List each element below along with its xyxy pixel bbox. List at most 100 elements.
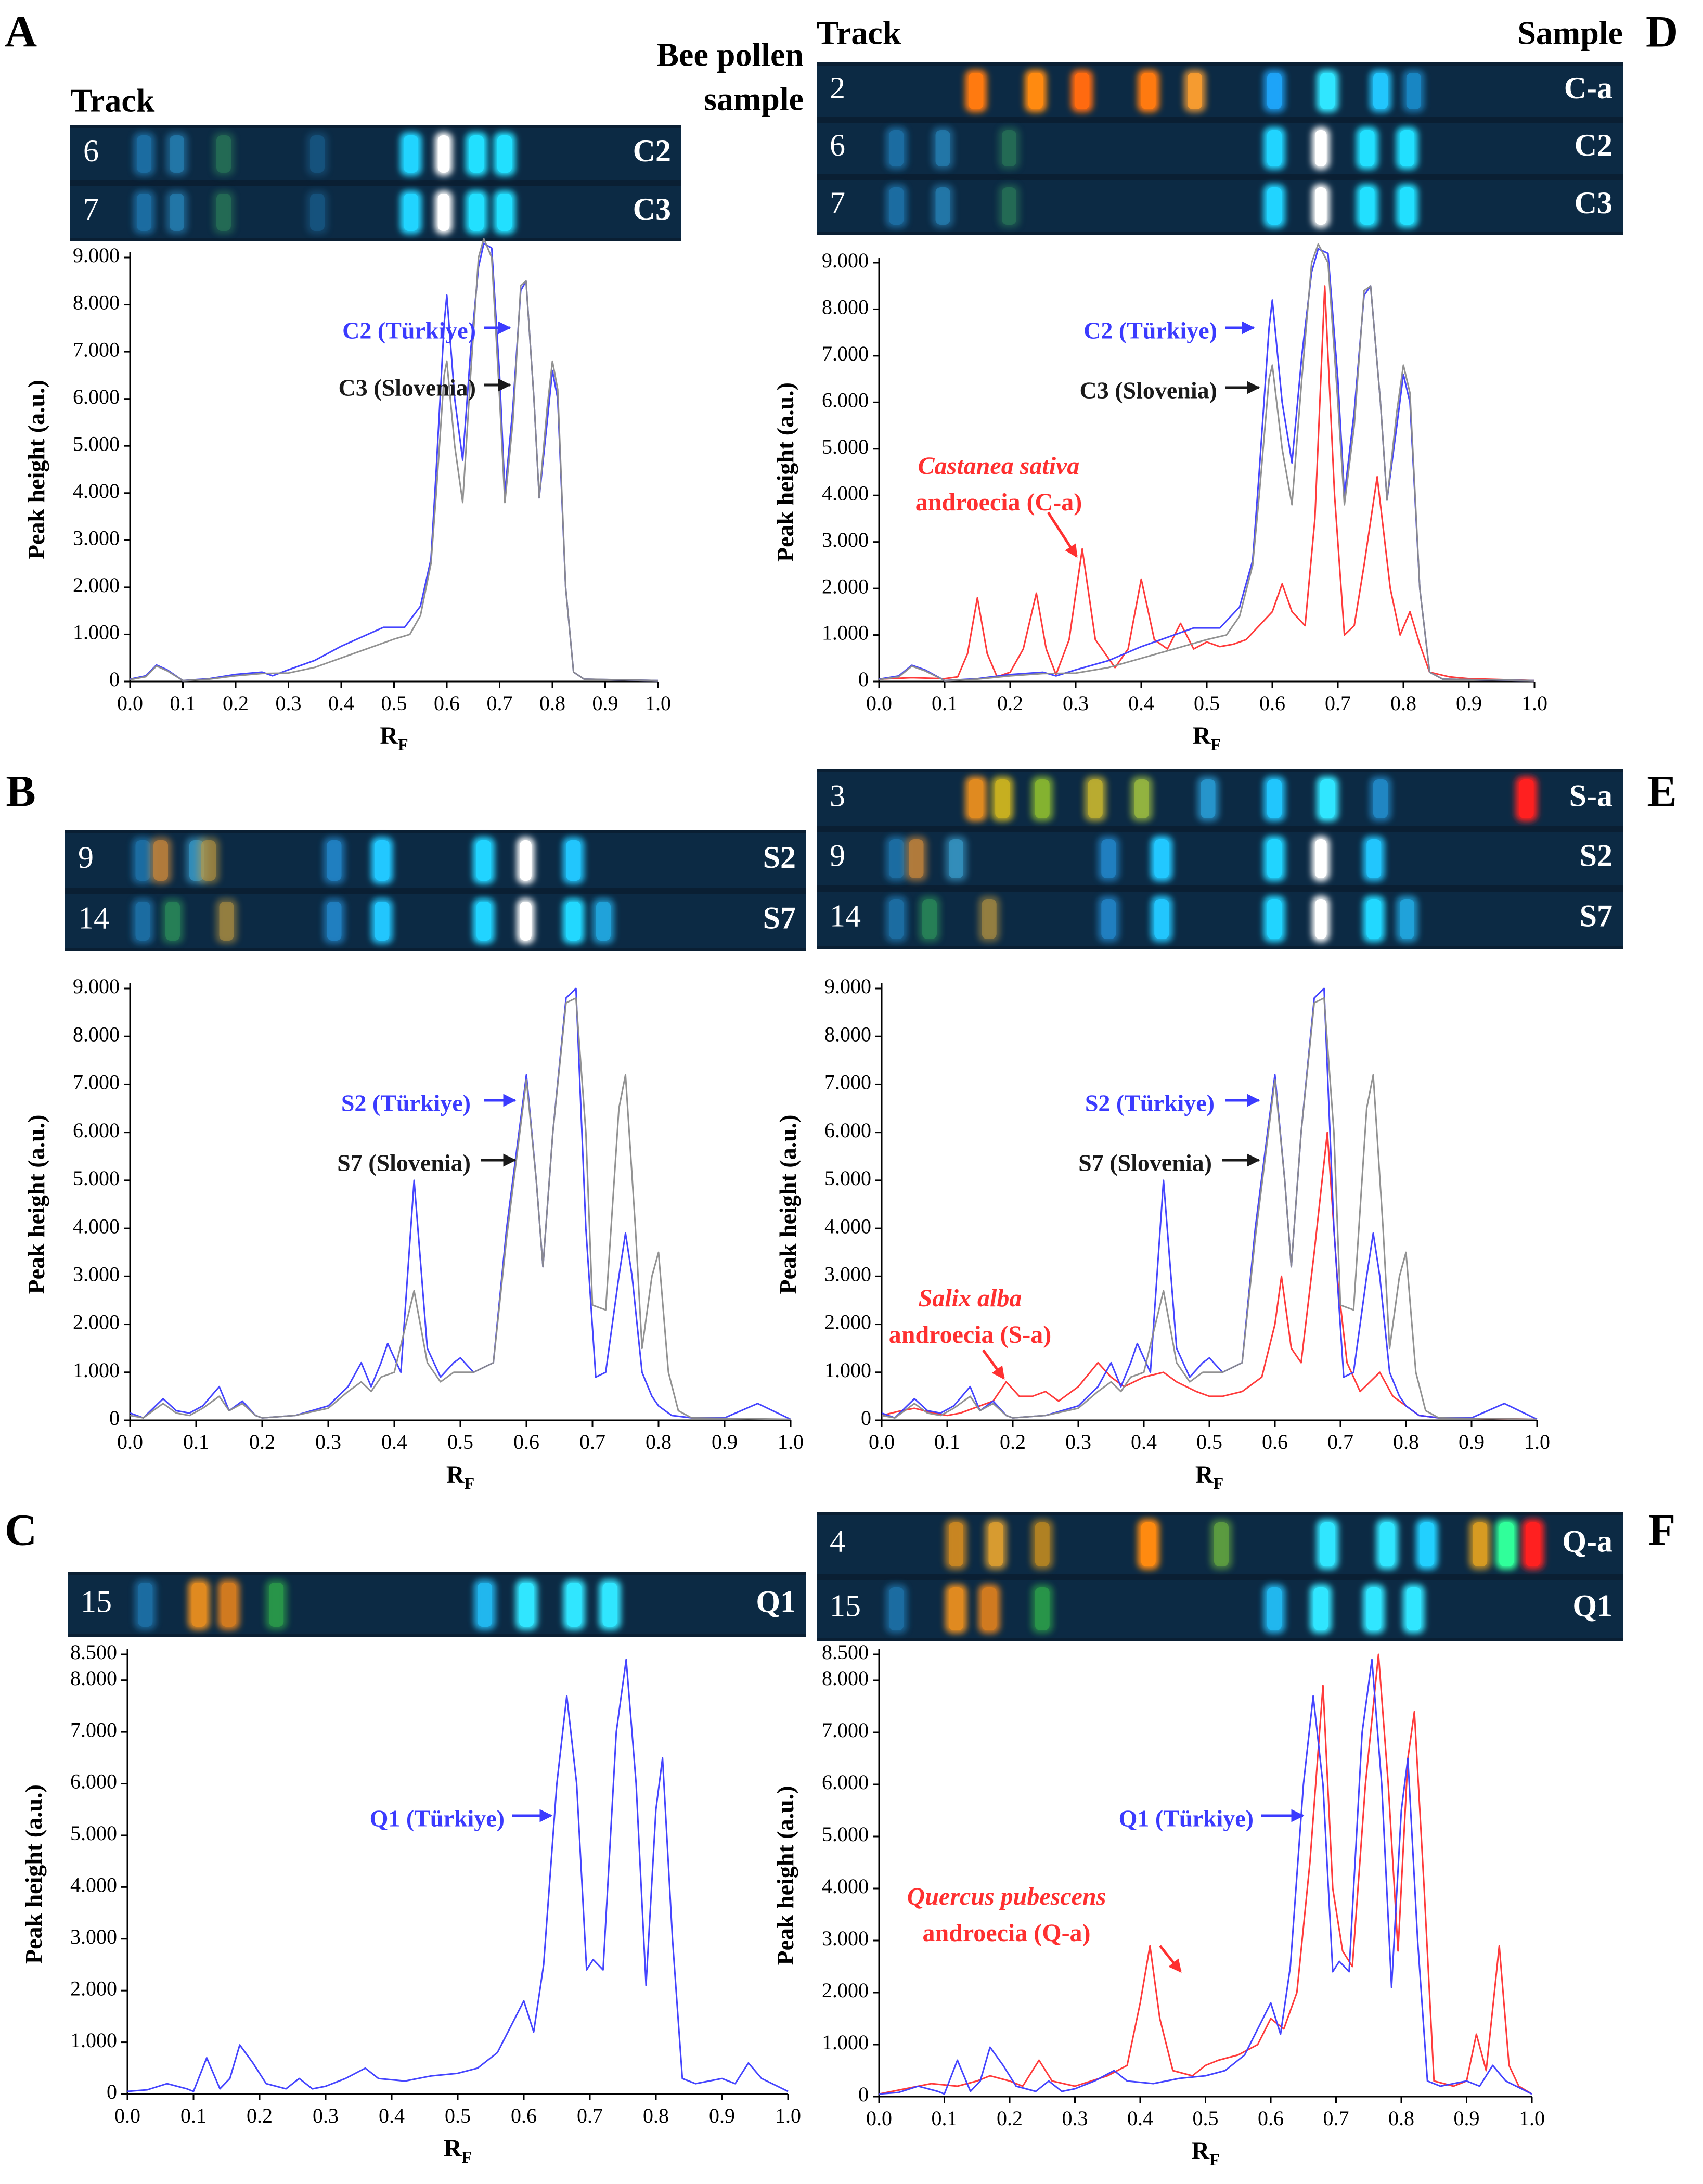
tlc-band-core bbox=[137, 135, 151, 173]
x-tick-label: 0.9 bbox=[1459, 1430, 1485, 1454]
y-axis-label: Peak height (a.u.) bbox=[23, 1115, 49, 1294]
x-tick-label: 0.5 bbox=[1194, 691, 1220, 715]
y-tick-label: 3.000 bbox=[822, 528, 869, 551]
y-tick-label: 3.000 bbox=[824, 1263, 871, 1286]
x-axis-label: RF bbox=[444, 2135, 472, 2166]
x-tick-label: 0.0 bbox=[866, 691, 892, 715]
x-tick-label: 0.5 bbox=[1196, 1430, 1222, 1454]
x-tick-label: 0.2 bbox=[247, 2104, 273, 2127]
tlc-lane: 15 Q1 bbox=[817, 1580, 1623, 1638]
x-tick-label: 0.8 bbox=[1393, 1430, 1419, 1454]
y-axis-label: Peak height (a.u.) bbox=[20, 1784, 47, 1964]
y-tick-label: 8.000 bbox=[824, 1022, 871, 1046]
x-tick-label: 0.9 bbox=[709, 2104, 735, 2127]
panel-f: F 4 Q-a 15 Q1 0 1.000 2.000 3.000 4.000 5.000 6.000… bbox=[772, 1505, 1675, 2169]
tlc-lane: 6 C2 bbox=[70, 128, 681, 180]
tlc-lane: 7 C3 bbox=[817, 180, 1623, 232]
x-tick-label: 0.5 bbox=[381, 691, 407, 715]
tlc-plate: 15 Q1 bbox=[68, 1572, 806, 1637]
tlc-band-core bbox=[1035, 779, 1050, 818]
series-annotation: C3 (Slovenia) bbox=[339, 375, 476, 401]
x-tick-label: 0.8 bbox=[643, 2104, 669, 2127]
y-tick-label: 7.000 bbox=[70, 1718, 117, 1741]
sample-label: S2 bbox=[763, 840, 796, 875]
tlc-band-core bbox=[1002, 130, 1016, 166]
tlc-band-core bbox=[1366, 839, 1382, 878]
track-number: 4 bbox=[830, 1524, 845, 1558]
tlc-band-core bbox=[1134, 779, 1149, 818]
tlc-lane: 9 S2 bbox=[817, 832, 1623, 885]
y-tick-label: 8.000 bbox=[70, 1666, 117, 1690]
tlc-band-core bbox=[216, 135, 231, 173]
tlc-band-core bbox=[375, 902, 390, 941]
tlc-band-core bbox=[375, 840, 390, 881]
x-tick-label: 0.1 bbox=[183, 1430, 209, 1454]
tlc-plate: 3 S-a 9 S2 14 S7 bbox=[817, 769, 1623, 949]
series-annotation: Salix alba bbox=[919, 1284, 1022, 1312]
panel-letter: D bbox=[1646, 7, 1678, 57]
tlc-band-core bbox=[497, 135, 512, 173]
tlc-band-core bbox=[476, 840, 491, 881]
tlc-band-core bbox=[404, 194, 418, 231]
tlc-band-core bbox=[437, 194, 450, 231]
tlc-band-core bbox=[566, 902, 581, 941]
panel-c: C 15 Q1 0 1.000 2.000 3.000 4.000 5.000 6.000 7.00… bbox=[5, 1505, 806, 2166]
tlc-band-core bbox=[1313, 1587, 1328, 1630]
tlc-band-core bbox=[566, 840, 581, 881]
tlc-band-core bbox=[478, 1583, 492, 1627]
track-number: 6 bbox=[83, 134, 99, 168]
series-annotation: S2 (Türkiye) bbox=[341, 1090, 471, 1116]
x-tick-label: 0.9 bbox=[592, 691, 618, 715]
x-tick-label: 0.9 bbox=[1456, 691, 1482, 715]
plot-axes: 0 1.000 2.000 3.000 4.000 5.000 6.000 7.000 8.00… bbox=[772, 249, 1547, 754]
y-tick-label: 5.000 bbox=[73, 1166, 120, 1190]
x-tick-label: 0.7 bbox=[1327, 1430, 1353, 1454]
x-tick-label: 0.0 bbox=[866, 2106, 892, 2130]
x-tick-label: 0.4 bbox=[1128, 691, 1154, 715]
y-tick-label: 1.000 bbox=[73, 621, 120, 644]
tlc-band-core bbox=[922, 899, 937, 939]
lane-strip bbox=[817, 772, 1623, 826]
x-tick-label: 0.3 bbox=[315, 1430, 341, 1454]
x-tick-label: 0.7 bbox=[1323, 2106, 1349, 2130]
y-tick-label: 7.000 bbox=[73, 338, 120, 361]
tlc-band-core bbox=[520, 902, 532, 941]
tlc-band-core bbox=[566, 1583, 582, 1627]
track-number: 15 bbox=[830, 1588, 861, 1623]
tlc-band-core bbox=[138, 1583, 153, 1627]
x-tick-label: 0.4 bbox=[381, 1430, 407, 1454]
y-tick-label: 4.000 bbox=[70, 1873, 117, 1897]
tlc-plate: 6 C2 7 C3 bbox=[70, 125, 681, 241]
tlc-band-core bbox=[889, 1587, 904, 1630]
plot-axes: 0 1.000 2.000 3.000 4.000 5.000 6.000 7.000 8.00… bbox=[23, 243, 671, 754]
y-tick-label: 0 bbox=[858, 2083, 869, 2106]
series-line-c3-slovenia bbox=[130, 238, 659, 682]
y-tick-label: 0 bbox=[109, 667, 120, 691]
series-line-s2-t-rkiye bbox=[881, 987, 1538, 1420]
plot-axes: 0 1.000 2.000 3.000 4.000 5.000 6.000 7.000 8.00… bbox=[23, 974, 804, 1493]
tlc-band-core bbox=[1267, 130, 1282, 166]
tlc-band-core bbox=[1314, 839, 1327, 878]
series-annotation: Castanea sativa bbox=[918, 452, 1080, 480]
series-line-quercus-pubescens-androecia-q-a bbox=[879, 1653, 1532, 2095]
y-tick-label: 8.000 bbox=[73, 291, 120, 314]
tlc-band-core bbox=[1101, 839, 1116, 878]
sample-label: Q-a bbox=[1562, 1524, 1612, 1558]
tlc-band-core bbox=[153, 840, 168, 881]
y-tick-label: 5.000 bbox=[822, 435, 869, 458]
tlc-band-core bbox=[469, 135, 484, 173]
y-tick-label: 8.500 bbox=[70, 1640, 117, 1664]
y-tick-label: 6.000 bbox=[73, 1119, 120, 1142]
tlc-lane: 14 S7 bbox=[817, 892, 1623, 946]
series-annotation: androecia (C-a) bbox=[915, 489, 1082, 516]
panel-letter: F bbox=[1648, 1505, 1676, 1555]
y-tick-label: 2.000 bbox=[70, 1976, 117, 2000]
tlc-band-core bbox=[135, 840, 150, 881]
series-annotation: Quercus pubescens bbox=[907, 1883, 1106, 1910]
y-tick-label: 2.000 bbox=[73, 1311, 120, 1334]
y-tick-label: 9.000 bbox=[73, 974, 120, 998]
tlc-band-core bbox=[1366, 899, 1382, 939]
tlc-band-core bbox=[909, 839, 924, 878]
tlc-band-core bbox=[889, 187, 904, 225]
